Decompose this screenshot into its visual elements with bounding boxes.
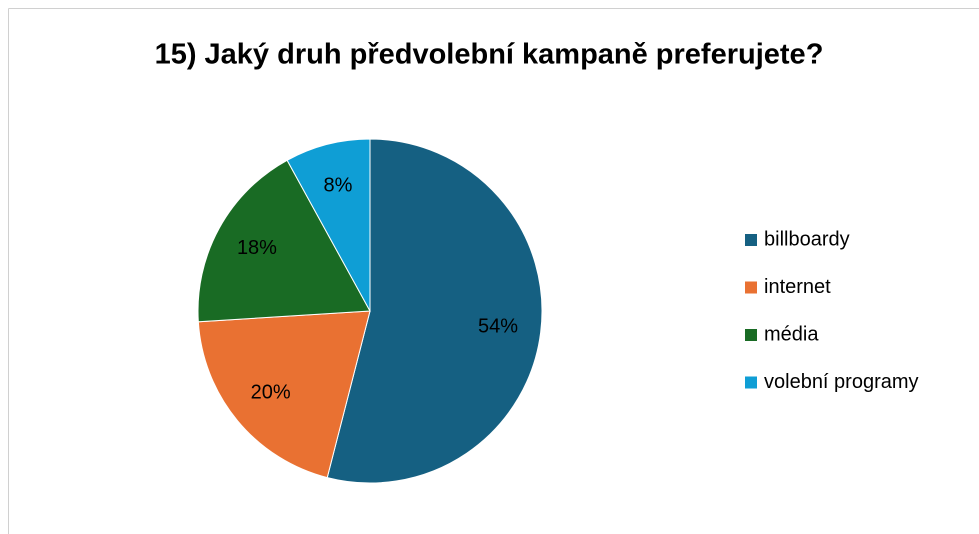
data-label: 20% xyxy=(251,382,291,404)
legend-label: volební programy xyxy=(764,371,919,393)
legend-swatch xyxy=(745,234,757,246)
pie-slice xyxy=(197,310,371,479)
legend-label: média xyxy=(764,323,819,345)
pie-slice xyxy=(286,138,371,312)
pie-slice xyxy=(326,138,543,484)
data-label: 8% xyxy=(323,174,352,196)
data-label: 54% xyxy=(478,315,518,337)
legend-label: billboardy xyxy=(764,228,850,250)
legend-swatch xyxy=(745,281,757,294)
data-label: 18% xyxy=(237,237,277,259)
legend-label: internet xyxy=(764,276,831,298)
pie-slice xyxy=(197,159,371,323)
legend-swatch xyxy=(745,329,757,341)
chart-title: 15) Jaký druh předvolební kampaně prefer… xyxy=(155,39,824,71)
legend-swatch xyxy=(745,376,757,389)
